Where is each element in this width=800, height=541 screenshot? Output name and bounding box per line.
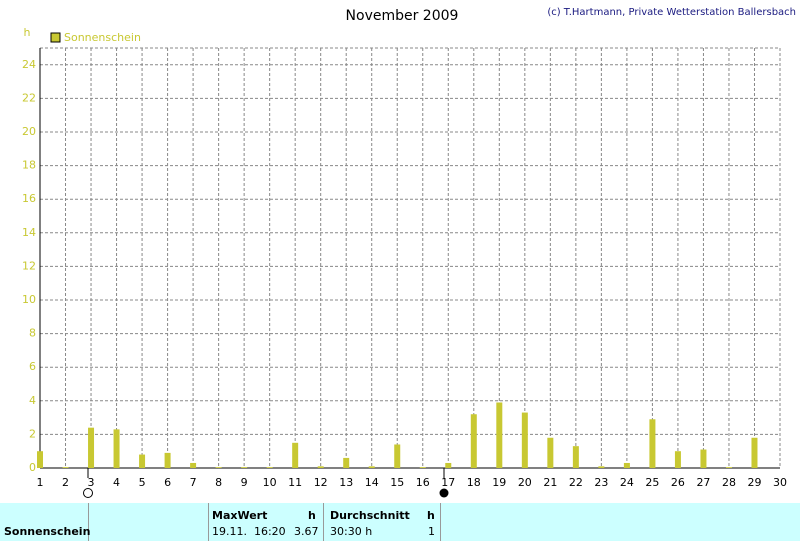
unit: h [427,509,435,522]
bar [190,462,197,468]
x-tick-label: 15 [390,476,404,489]
y-tick-label: 24 [22,58,36,71]
x-tick-label: 18 [467,476,481,489]
bar [445,462,452,468]
bar [725,467,732,468]
bar [674,451,681,468]
x-tick-label: 25 [645,476,659,489]
x-tick-label: 19 [492,476,506,489]
x-tick-label: 24 [620,476,634,489]
x-tick-label: 20 [518,476,532,489]
bar [215,467,222,468]
moon-full [439,488,449,498]
bar [164,452,171,468]
x-tick-label: 27 [696,476,710,489]
bar [292,442,299,468]
copyright: (c) T.Hartmann, Private Wetterstation Ba… [547,7,796,18]
y-tick-label: 4 [29,394,36,407]
legend-label: Sonnenschein [64,31,141,44]
x-tick-label: 30 [773,476,787,489]
bar [343,457,350,468]
header: MaxWert [212,509,268,522]
y-tick-label: 2 [29,427,36,440]
row-label: Sonnenschein [4,525,91,538]
x-tick-label: 3 [88,476,95,489]
summary-table: Sonnenschein MaxWert h 19.11. 16:20 3.67… [0,503,800,541]
plot-frame [39,47,781,469]
x-tick-label: 16 [416,476,430,489]
x-tick-label: 26 [671,476,685,489]
x-tick-label: 13 [339,476,353,489]
x-tick-label: 6 [164,476,171,489]
x-tick-label: 8 [215,476,222,489]
x-tick-label: 1 [37,476,44,489]
bar [88,427,95,468]
unit: h [308,509,316,522]
x-tick-label: 14 [365,476,379,489]
y-tick-label: 18 [22,159,36,172]
bar [572,446,579,468]
time: 30:30 h [330,525,373,538]
x-tick-label: 5 [139,476,146,489]
x-tick-label: 2 [62,476,69,489]
y-tick-label: 0 [29,461,36,474]
bar [470,414,477,468]
x-tick-label: 17 [441,476,455,489]
value: 1 [428,525,435,538]
separator [440,503,441,541]
separator [323,503,324,541]
bar [113,429,120,468]
bar [419,467,426,468]
y-tick-label: 14 [22,226,36,239]
x-tick-label: 23 [594,476,608,489]
separator [88,503,89,541]
header: Durchschnitt [330,509,410,522]
bar [317,466,324,468]
y-tick-label: 10 [22,293,36,306]
time: 19.11. 16:20 [212,525,286,538]
x-tick-label: 21 [543,476,557,489]
x-tick-label: 11 [288,476,302,489]
bar [394,444,401,468]
bar [368,466,375,468]
bar [139,454,146,468]
chart: November 2009 (c) T.Hartmann, Private We… [22,7,796,498]
separator [208,503,209,541]
y-tick-label: 22 [22,91,36,104]
bar [649,419,656,468]
x-tick-label: 10 [263,476,277,489]
bar [241,467,248,468]
y-tick-label: 16 [22,192,36,205]
bar [598,466,605,468]
x-tick-label: 28 [722,476,736,489]
value: 3.67 [294,525,319,538]
bar [266,467,273,468]
bar [751,437,758,468]
x-tick-label: 29 [747,476,761,489]
x-tick-label: 12 [314,476,328,489]
chart-title: November 2009 [346,8,459,24]
moon-new [83,488,93,498]
x-tick-label: 9 [241,476,248,489]
y-tick-label: 6 [29,360,36,373]
y-unit: h [24,26,31,39]
bar [521,412,528,468]
y-tick-label: 8 [29,327,36,340]
bar [496,402,503,468]
x-tick-label: 4 [113,476,120,489]
bar [700,449,707,468]
y-tick-label: 20 [22,125,36,138]
bar [547,437,554,468]
y-tick-label: 12 [22,259,36,272]
bar [62,467,69,468]
bar [37,451,43,468]
x-tick-label: 7 [190,476,197,489]
legend-swatch [50,32,61,43]
bar [623,462,630,468]
x-tick-label: 22 [569,476,583,489]
